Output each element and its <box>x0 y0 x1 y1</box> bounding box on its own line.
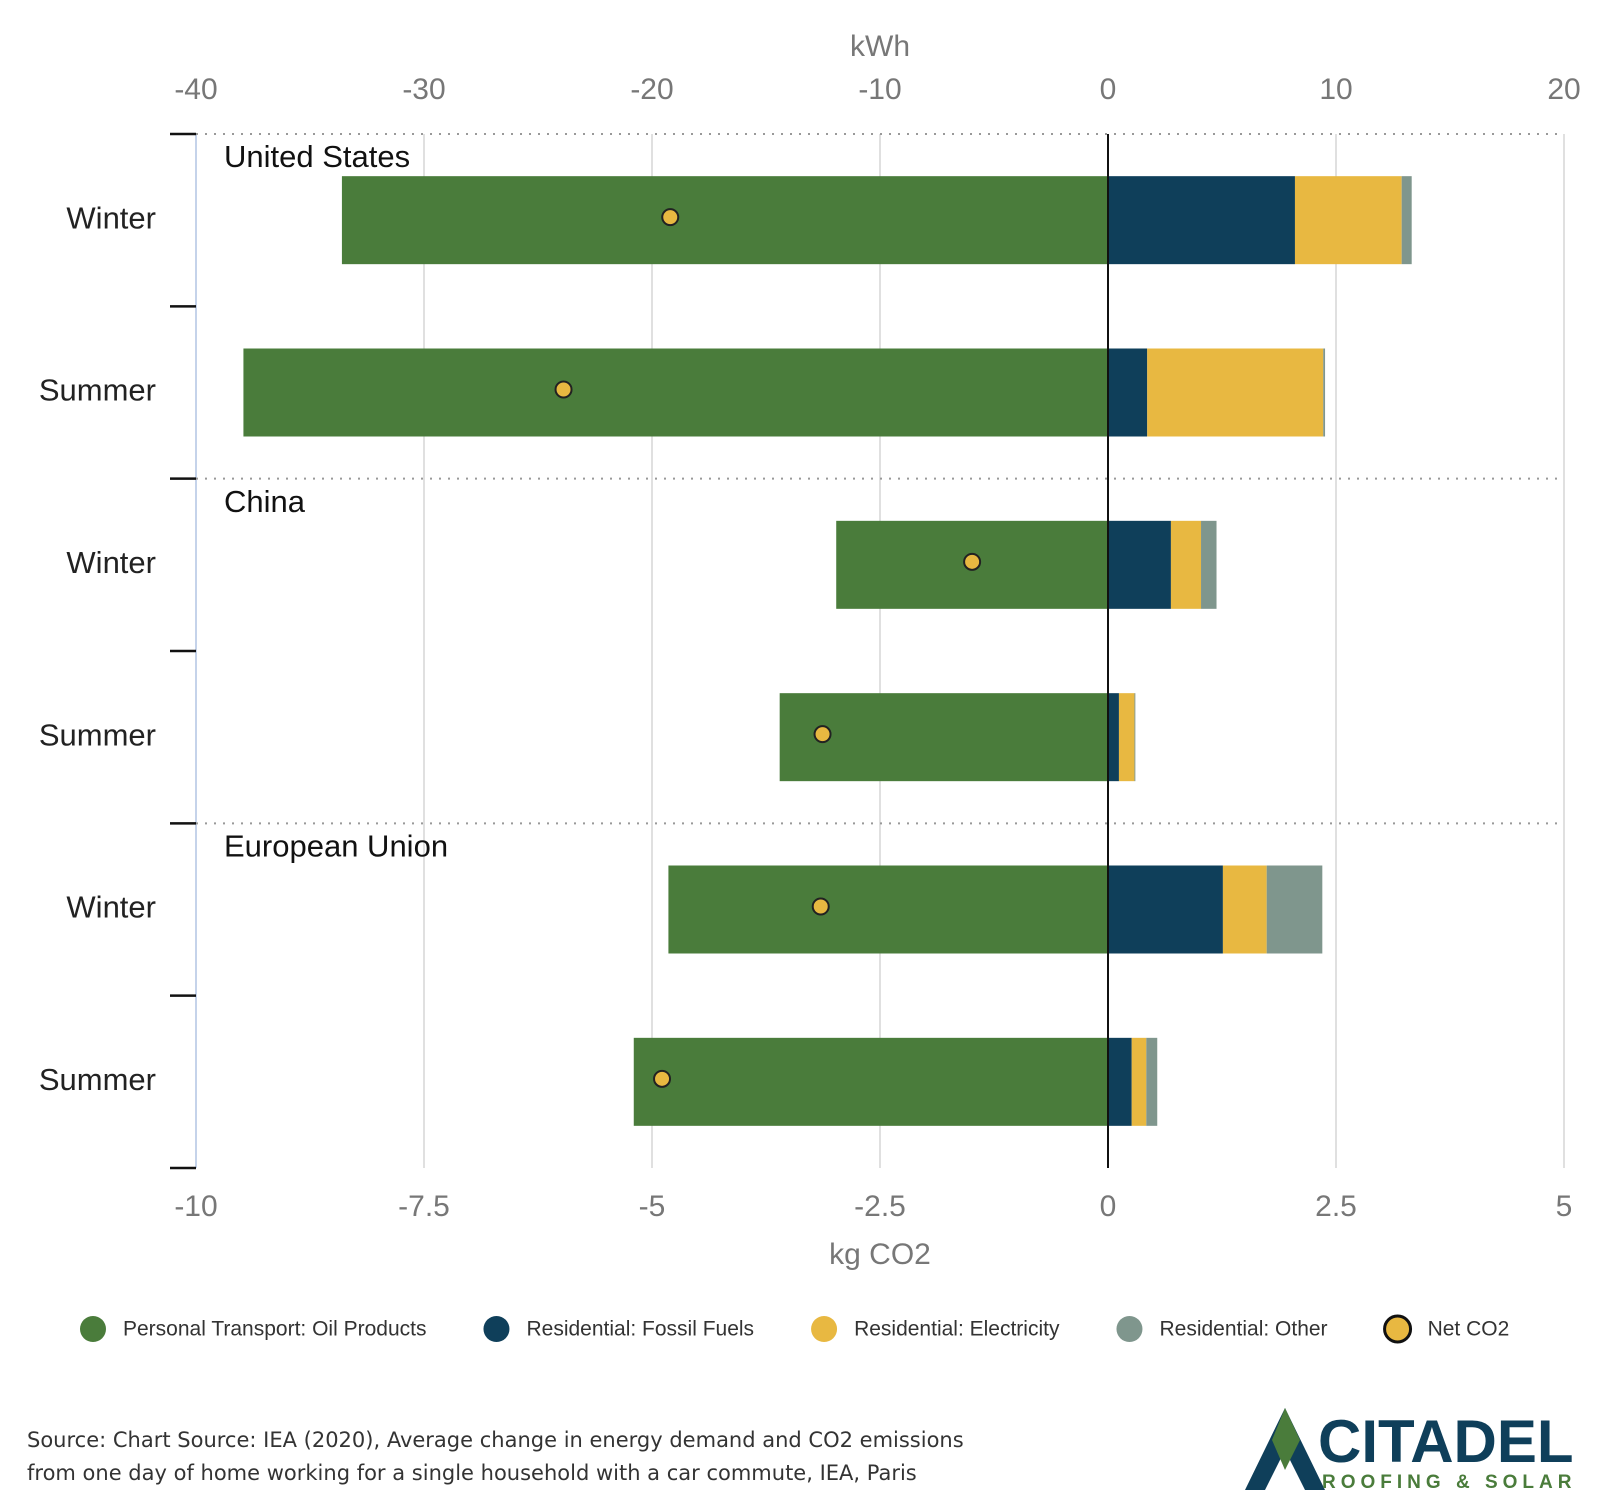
logo-mark-accent <box>1272 1408 1300 1470</box>
bar-segment <box>1131 1037 1147 1126</box>
net-point <box>554 380 573 399</box>
bar-segment <box>1401 176 1412 265</box>
legend-label: Personal Transport: Oil Products <box>123 1318 426 1341</box>
x-tick-label: -10 <box>174 1190 217 1223</box>
bar-segment <box>1147 348 1324 437</box>
bar-segment <box>1108 176 1295 265</box>
group-label: United States <box>224 139 410 174</box>
x-tick-label: 2.5 <box>1315 1190 1357 1223</box>
legend-label: Net CO2 <box>1428 1318 1510 1341</box>
x-tick-label: 5 <box>1556 1190 1573 1223</box>
legend-swatch <box>80 1316 106 1342</box>
y-tick-label: Summer <box>39 373 156 408</box>
x-tick-label: -2.5 <box>854 1190 906 1223</box>
legend-item: Residential: Fossil Fuels <box>483 1316 754 1342</box>
bar-segment <box>1108 348 1148 437</box>
grid <box>195 134 1565 1168</box>
x2-tick-label: -40 <box>174 73 217 106</box>
legend-label: Residential: Other <box>1159 1318 1327 1341</box>
logo-tagline: ROOFING & SOLAR <box>1322 1472 1576 1493</box>
bar-segment <box>1170 520 1202 609</box>
bar-segment <box>1108 1037 1132 1126</box>
bar-segment <box>1108 520 1171 609</box>
x2-tick-label: 10 <box>1319 73 1352 106</box>
y-tick-label: Summer <box>39 717 156 752</box>
x-tick-label: -7.5 <box>398 1190 450 1223</box>
x2-tick-label: -10 <box>858 73 901 106</box>
bar-segment <box>1108 865 1223 954</box>
bar-segment <box>243 348 1108 437</box>
x-tick-label: -5 <box>639 1190 666 1223</box>
x2-tick-label: -20 <box>630 73 673 106</box>
y-tick-label: Winter <box>66 545 156 580</box>
bar-segment <box>1222 865 1267 954</box>
bar-segment <box>1201 520 1217 609</box>
y-tick-label: Winter <box>66 890 156 925</box>
bar-segment <box>668 865 1108 954</box>
x2-tick-label: 0 <box>1100 73 1117 106</box>
legend-item: Net CO2 <box>1383 1314 1510 1344</box>
legend-swatch <box>1383 1314 1413 1344</box>
bar-segment <box>1323 348 1326 437</box>
legend-swatch <box>483 1316 510 1342</box>
x-tick-label: 0 <box>1100 1190 1117 1223</box>
source-note: Source: Chart Source: IEA (2020), Averag… <box>27 1428 964 1485</box>
logo-name: CITADEL <box>1318 1408 1574 1475</box>
logo: CITADEL ROOFING & SOLAR <box>1245 1408 1576 1493</box>
y-tick-label: Summer <box>39 1062 156 1097</box>
net-point <box>963 552 982 571</box>
legend-item: Personal Transport: Oil Products <box>80 1316 426 1342</box>
bar-segment <box>633 1037 1108 1126</box>
bar-segment <box>1146 1037 1158 1126</box>
bar-segment <box>1266 865 1323 954</box>
x2-axis-title: kWh <box>850 30 910 63</box>
net-point <box>653 1069 672 1088</box>
net-point <box>813 725 832 744</box>
legend-item: Residential: Electricity <box>811 1316 1060 1342</box>
bar-segment <box>1294 176 1402 265</box>
x2-tick-label: -30 <box>402 73 445 106</box>
x2-tick-label: 20 <box>1547 73 1580 106</box>
bar-segment <box>1134 693 1136 782</box>
net-point <box>661 208 680 227</box>
bar-segment <box>1118 693 1135 782</box>
bar-segment <box>779 693 1108 782</box>
legend-swatch <box>811 1316 838 1342</box>
x-axis-title: kg CO2 <box>829 1238 931 1271</box>
net-point <box>811 897 830 916</box>
y-tick-label: Winter <box>66 200 156 235</box>
legend-item: Residential: Other <box>1116 1316 1328 1342</box>
bar-segment <box>1108 693 1119 782</box>
group-label: China <box>224 484 306 519</box>
group-label: European Union <box>224 829 448 864</box>
bar-segment <box>341 176 1108 265</box>
legend-label: Residential: Fossil Fuels <box>526 1318 754 1341</box>
legend-label: Residential: Electricity <box>854 1318 1060 1341</box>
legend-swatch <box>1116 1316 1143 1342</box>
